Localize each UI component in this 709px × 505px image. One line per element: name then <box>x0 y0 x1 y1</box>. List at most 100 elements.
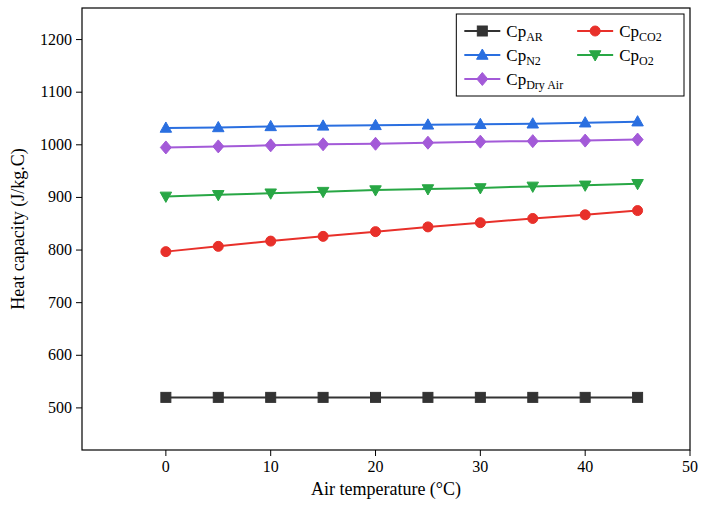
plot-frame <box>82 8 690 450</box>
data-point <box>580 210 590 220</box>
legend-item: CpO2 <box>577 46 654 68</box>
data-point <box>318 231 328 241</box>
data-point <box>527 182 539 192</box>
series-line <box>166 140 638 148</box>
data-point <box>266 392 276 402</box>
legend-label: CpAR <box>506 22 543 44</box>
data-point <box>213 191 225 201</box>
data-point <box>265 189 277 199</box>
data-point <box>371 227 381 237</box>
data-point <box>213 392 223 402</box>
data-point <box>528 213 538 223</box>
x-tick <box>690 450 691 456</box>
legend-label: CpCO2 <box>619 22 662 44</box>
data-point <box>422 119 434 129</box>
data-point <box>633 392 643 402</box>
data-point <box>266 236 276 246</box>
legend-box <box>456 14 684 96</box>
data-point <box>318 392 328 402</box>
data-point <box>632 179 644 189</box>
data-point <box>475 118 487 128</box>
y-tick <box>76 407 82 408</box>
series-line <box>166 184 638 197</box>
y-tick-label: 500 <box>48 399 72 416</box>
x-tick-label: 10 <box>263 458 279 475</box>
data-point <box>580 392 590 402</box>
data-point <box>475 218 485 228</box>
x-tick <box>165 450 166 456</box>
legend: CpAR CpCO2 CpN2 CpO2 CpDry Air <box>456 14 684 96</box>
series-line <box>166 211 638 252</box>
data-point <box>160 122 172 132</box>
data-point <box>265 139 276 152</box>
data-point <box>475 392 485 402</box>
legend-item: CpDry Air <box>464 70 563 92</box>
data-point <box>580 134 591 147</box>
data-point <box>579 117 591 127</box>
data-point <box>527 135 538 148</box>
y-tick-label: 600 <box>48 346 72 363</box>
series-line <box>166 122 638 128</box>
y-tick-label: 800 <box>48 241 72 258</box>
data-point <box>527 118 539 128</box>
data-point <box>475 184 487 194</box>
x-tick-label: 30 <box>472 458 488 475</box>
y-tick-label: 900 <box>48 188 72 205</box>
x-tick-label: 20 <box>368 458 384 475</box>
data-point <box>370 119 382 129</box>
data-point <box>422 136 433 149</box>
y-tick <box>76 302 82 303</box>
data-point <box>423 222 433 232</box>
x-tick-label: 40 <box>577 458 593 475</box>
series-line <box>166 396 638 398</box>
data-point <box>213 241 223 251</box>
data-point <box>475 135 486 148</box>
data-point <box>423 392 433 402</box>
y-tick-label: 1200 <box>40 31 72 48</box>
data-point <box>160 141 171 154</box>
data-point <box>160 192 172 202</box>
y-tick <box>76 197 82 198</box>
plot-area <box>160 116 643 403</box>
x-tick-label: 50 <box>682 458 698 475</box>
data-point <box>579 181 591 191</box>
data-point <box>528 392 538 402</box>
data-point <box>422 185 434 195</box>
legend-label: CpN2 <box>506 46 541 68</box>
legend-marker <box>477 26 487 36</box>
legend-item: CpAR <box>464 22 543 44</box>
legend-label: CpO2 <box>619 46 654 68</box>
data-point <box>317 120 329 130</box>
x-tick <box>480 450 481 456</box>
y-tick-label: 700 <box>48 294 72 311</box>
legend-marker <box>589 51 601 61</box>
x-tick <box>375 450 376 456</box>
x-tick <box>270 450 271 456</box>
data-point <box>265 120 277 130</box>
data-point <box>161 392 171 402</box>
y-tick <box>76 355 82 356</box>
data-point <box>633 206 643 216</box>
data-point <box>370 137 381 150</box>
data-point <box>213 140 224 153</box>
y-tick <box>76 39 82 40</box>
x-tick <box>585 450 586 456</box>
y-tick-label: 1100 <box>41 83 72 100</box>
data-point <box>213 121 225 131</box>
data-point <box>161 247 171 257</box>
data-point <box>371 392 381 402</box>
data-point <box>370 186 382 196</box>
x-tick-label: 0 <box>162 458 170 475</box>
legend-item: CpCO2 <box>577 22 662 44</box>
data-point <box>632 133 643 146</box>
y-tick <box>76 250 82 251</box>
data-point <box>318 138 329 151</box>
chart: 0 10 20 30 40 50 500 600 700 800 900 1000 1100 1200 Ai… <box>0 0 709 505</box>
data-point <box>632 116 644 126</box>
y-tick <box>76 92 82 93</box>
x-axis-title: Air temperature (°C) <box>311 479 461 500</box>
y-tick-label: 1000 <box>40 136 72 153</box>
legend-label: CpDry Air <box>506 70 563 92</box>
legend-marker <box>477 49 489 59</box>
legend-marker <box>477 73 488 86</box>
